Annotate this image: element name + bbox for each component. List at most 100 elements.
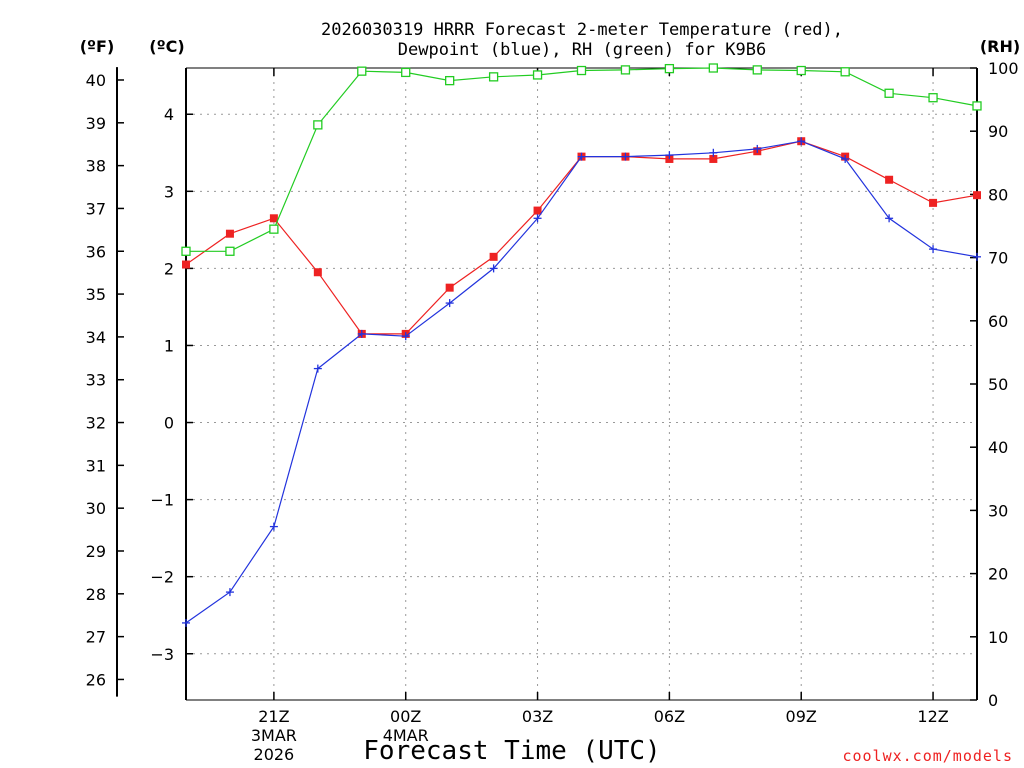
time-tick-label: 21Z [258,707,289,726]
fahrenheit-tick-label: 35 [86,285,106,304]
rh-point [972,101,982,111]
rh-tick-label: 0 [988,691,998,710]
rh-point [488,72,499,82]
rh-point [840,67,850,77]
fahrenheit-tick-label: 36 [86,242,106,261]
temperature-point [269,214,278,223]
time-tick-label: 2026 [254,745,295,764]
rh-point [620,65,631,75]
credit-text: coolwx.com/models [842,747,1013,765]
celsius-tick-label: 3 [164,182,174,201]
rh-point [181,246,191,256]
chart-title-line1: 2026030319 HRRR Forecast 2-meter Tempera… [321,20,843,40]
rh-point [928,93,938,103]
rh-tick-label: 20 [988,565,1008,584]
dewpoint-point [401,332,410,341]
dewpoint-line [185,140,978,624]
time-tick-label: 06Z [654,707,685,726]
gridlines [186,68,977,700]
fahrenheit-tick-label: 27 [86,628,106,647]
rh-point [269,224,279,234]
time-tick-label: 12Z [917,707,948,726]
time-tick-label: 3MAR [251,726,297,745]
fahrenheit-axis: 26 27 28 29 30 31 32 33 34 35 36 37 38 39 40 [86,67,124,697]
temperature-point [533,206,542,215]
time-tick-label: 03Z [522,707,553,726]
dewpoint-point [357,329,366,338]
dewpoint-point [225,588,234,597]
dewpoint-point [489,264,498,273]
temperature-point [973,191,981,200]
series-group [181,63,982,627]
temperature-point [885,175,894,184]
rh-tick-label: 90 [988,122,1008,141]
rh-tick-label: 10 [988,628,1008,647]
dewpoint-point [709,148,718,157]
fahrenheit-tick-label: 38 [86,157,106,176]
rh-tick-label: 50 [988,375,1008,394]
fahrenheit-unit-label: (ºF) [80,37,115,56]
dewpoint-point [533,214,542,223]
fahrenheit-tick-label: 37 [86,199,106,218]
rh-tick-label: 100 [988,59,1019,78]
celsius-axis: −3 −2 −1 0 1 2 3 4 [150,105,193,664]
fahrenheit-tick-label: 39 [86,114,106,133]
rh-tick-label: 60 [988,312,1008,331]
rh-tick-label: 70 [988,249,1008,268]
celsius-tick-label: −2 [150,568,174,587]
fahrenheit-tick-label: 26 [86,670,106,689]
dewpoint-point [621,152,630,161]
fahrenheit-tick-label: 31 [86,456,106,475]
dewpoint-point [665,151,674,160]
temperature-point [709,154,718,163]
dewpoint-point [445,299,454,308]
celsius-unit-label: (ºC) [149,37,184,56]
rh-tick-label: 80 [988,185,1008,204]
rh-point [357,66,367,76]
temperature-line [185,140,978,335]
rh-point [752,65,762,75]
x-axis-title: Forecast Time (UTC) [363,736,660,766]
rh-point [708,63,718,73]
rh-tick-label: 40 [988,438,1008,457]
temperature-point [929,198,938,207]
celsius-tick-label: −1 [150,491,174,510]
rh-point [445,75,455,86]
fahrenheit-tick-label: 28 [86,585,106,604]
dewpoint-point [577,152,586,161]
celsius-tick-label: 1 [164,336,174,355]
dewpoint-point [313,364,322,373]
dewpoint-point [753,144,762,153]
time-tick-label: 00Z [390,707,421,726]
temperature-point [182,260,190,269]
dewpoint-point [797,137,806,146]
temperature-point [313,268,322,277]
fahrenheit-tick-label: 30 [86,499,106,518]
rh-tick-label: 30 [988,501,1008,520]
dewpoint-point [182,618,190,627]
rh-point [532,70,543,80]
celsius-tick-label: −3 [150,645,174,664]
dewpoint-point [841,154,850,163]
celsius-tick-label: 0 [164,414,174,433]
rh-point [884,88,894,98]
dewpoint-point [885,214,894,223]
rh-point [576,65,587,76]
dewpoint-point [269,522,278,531]
rh-axis: 0 10 20 30 40 50 60 70 80 90 100 [970,59,1019,710]
fahrenheit-tick-label: 33 [86,371,106,390]
rh-unit-label: (RH) [980,37,1020,56]
fahrenheit-tick-label: 29 [86,542,106,561]
rh-point [225,246,235,256]
fahrenheit-tick-label: 32 [86,414,106,433]
time-tick-label: 09Z [786,707,817,726]
rh-point [401,67,411,78]
fahrenheit-tick-label: 40 [86,71,106,90]
dewpoint-point [973,252,981,261]
time-tick-label: 4MAR [383,726,429,745]
dewpoint-point [929,245,938,254]
chart-title-line2: Dewpoint (blue), RH (green) for K9B6 [398,40,766,60]
rh-point [796,65,806,76]
